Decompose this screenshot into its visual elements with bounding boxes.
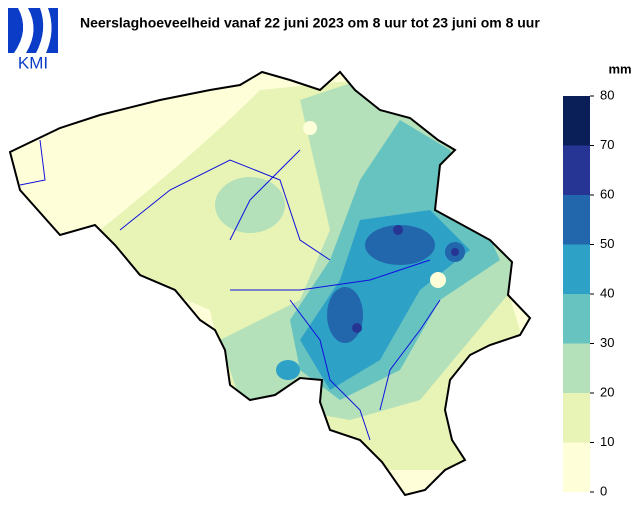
zone-60-70	[451, 248, 459, 256]
zone-60-70	[352, 323, 362, 333]
legend: 0 10 20 30 40 50 60 70 80	[563, 87, 614, 498]
legend-bin	[563, 343, 590, 393]
map-area	[10, 72, 530, 495]
legend-bin	[563, 244, 590, 294]
zone-50-60	[365, 225, 435, 265]
legend-tick-label: 10	[600, 434, 614, 449]
legend-tick-label: 30	[600, 335, 614, 350]
legend-tick-label: 80	[600, 87, 614, 102]
legend-bin	[563, 145, 590, 195]
zone-50-60	[327, 287, 363, 343]
zone-20-30	[215, 177, 285, 233]
legend-bin	[563, 96, 590, 146]
legend-bin	[563, 294, 590, 344]
country-border	[8, 70, 532, 497]
legend-tick-label: 20	[600, 384, 614, 399]
legend-tick-label: 70	[600, 137, 614, 152]
zone-0-10	[430, 272, 446, 288]
legend-tick-label: 0	[600, 483, 607, 498]
logo-wave	[14, 8, 52, 53]
legend-tick-label: 60	[600, 186, 614, 201]
map-title: Neerslaghoeveelheid vanaf 22 juni 2023 o…	[80, 15, 540, 31]
legend-unit: mm	[608, 61, 631, 76]
legend-bin	[563, 393, 590, 443]
logo: KMI	[8, 8, 58, 72]
zone-40-50	[276, 360, 300, 380]
rivers	[19, 139, 441, 441]
logo-text: KMI	[18, 53, 48, 72]
legend-bin	[563, 442, 590, 492]
legend-bin	[563, 195, 590, 245]
legend-tick-label: 40	[600, 285, 614, 300]
zone-60-70	[393, 225, 403, 235]
legend-tick-label: 50	[600, 236, 614, 251]
zone-0-10	[303, 121, 317, 135]
